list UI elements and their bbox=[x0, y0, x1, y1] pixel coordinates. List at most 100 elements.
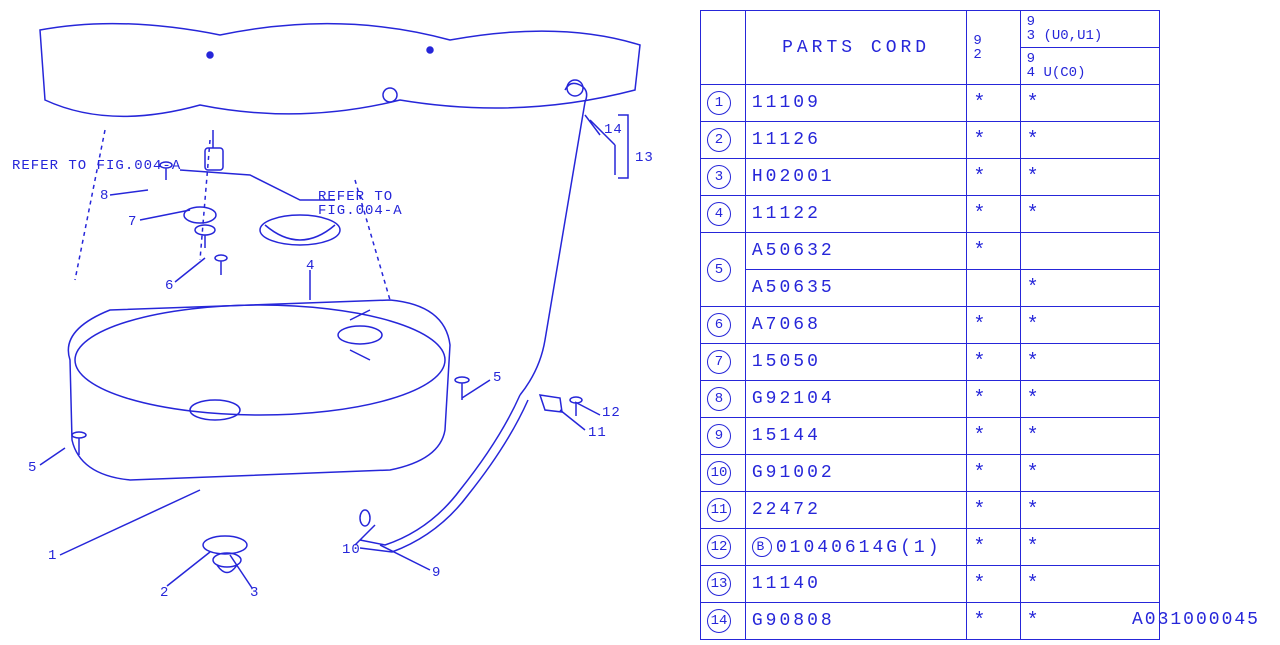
row-mark-2 bbox=[1020, 233, 1159, 270]
col-parts-header: PARTS CORD bbox=[745, 11, 966, 85]
row-index-cell: 1 bbox=[701, 85, 746, 122]
row-mark-1: * bbox=[967, 603, 1020, 640]
table-row: 10G91002** bbox=[701, 455, 1160, 492]
row-mark-1: * bbox=[967, 85, 1020, 122]
row-code-cell: G91002 bbox=[745, 455, 966, 492]
callout-5b: 5 bbox=[493, 370, 502, 386]
row-index-cell: 9 bbox=[701, 418, 746, 455]
table-row: 3H02001** bbox=[701, 159, 1160, 196]
table-row: 2 11126 ** bbox=[701, 122, 1160, 159]
row-code-cell: A50632 bbox=[745, 233, 966, 270]
row-mark-1: * bbox=[967, 529, 1020, 566]
callout-10: 10 bbox=[342, 542, 361, 558]
row-mark-1: * bbox=[967, 122, 1020, 159]
row-index-circle: 14 bbox=[707, 609, 731, 633]
parts-table-head: PARTS CORD 92 9 3 (U0,U1) 9 4 U(C0) bbox=[701, 11, 1160, 85]
row-index-cell: 10 bbox=[701, 455, 746, 492]
callout-8: 8 bbox=[100, 188, 109, 204]
parts-table-area: PARTS CORD 92 9 3 (U0,U1) 9 4 U(C0) 1111… bbox=[700, 10, 1160, 640]
row-code-text: G92104 bbox=[752, 389, 835, 409]
row-mark-1: * bbox=[967, 566, 1020, 603]
row-code-cell: 11122 bbox=[745, 196, 966, 233]
row-index-circle: 4 bbox=[707, 202, 731, 226]
row-mark-2: * bbox=[1020, 344, 1159, 381]
diagram-area: REFER TO FIG.004-A REFER TO FIG.004-A 1 … bbox=[0, 0, 680, 640]
row-index-cell: 2 bbox=[701, 122, 746, 159]
row-index-cell: 14 bbox=[701, 603, 746, 640]
row-code-cell: A50635 bbox=[745, 270, 966, 307]
row-code-cell: 15050 bbox=[745, 344, 966, 381]
callout-2: 2 bbox=[160, 585, 169, 601]
row-code-text: 11126 bbox=[752, 130, 821, 150]
col-idx-header bbox=[701, 11, 746, 85]
annot-refer-2: REFER TO FIG.004-A bbox=[318, 190, 403, 218]
row-index-circle: 10 bbox=[707, 461, 731, 485]
col-93-header: 9 3 (U0,U1) bbox=[1020, 11, 1159, 48]
row-code-text: G91002 bbox=[752, 463, 835, 483]
row-code-cell: B01040614G(1) bbox=[745, 529, 966, 566]
parts-table: PARTS CORD 92 9 3 (U0,U1) 9 4 U(C0) 1111… bbox=[700, 10, 1160, 640]
table-row: 13 11140 ** bbox=[701, 566, 1160, 603]
row-code-prefix: B bbox=[752, 537, 772, 557]
row-code-cell: A7068 bbox=[745, 307, 966, 344]
table-row: 12B01040614G(1)** bbox=[701, 529, 1160, 566]
row-index-cell: 6 bbox=[701, 307, 746, 344]
row-code-text: 11109 bbox=[752, 93, 821, 113]
row-code-text: A50632 bbox=[752, 241, 835, 261]
table-row: 1 11109 ** bbox=[701, 85, 1160, 122]
table-row: 715050** bbox=[701, 344, 1160, 381]
row-mark-2: * bbox=[1020, 492, 1159, 529]
row-index-circle: 1 bbox=[707, 91, 731, 115]
callout-13: 13 bbox=[635, 150, 654, 166]
row-code-text: 15144 bbox=[752, 426, 821, 446]
row-code-cell: 22472 bbox=[745, 492, 966, 529]
row-mark-2: * bbox=[1020, 122, 1159, 159]
row-index-circle: 12 bbox=[707, 535, 731, 559]
row-code-cell: 11140 bbox=[745, 566, 966, 603]
callout-5a: 5 bbox=[28, 460, 37, 476]
col-92-header: 92 bbox=[967, 11, 1020, 85]
row-mark-2: * bbox=[1020, 307, 1159, 344]
row-code-text: G90808 bbox=[752, 611, 835, 631]
row-index-cell: 3 bbox=[701, 159, 746, 196]
row-mark-2: * bbox=[1020, 418, 1159, 455]
row-index-circle: 5 bbox=[707, 258, 731, 282]
row-mark-2: * bbox=[1020, 566, 1159, 603]
row-code-text: A7068 bbox=[752, 315, 821, 335]
row-mark-2: * bbox=[1020, 196, 1159, 233]
row-mark-2: * bbox=[1020, 85, 1159, 122]
callout-11: 11 bbox=[588, 425, 607, 441]
row-mark-1 bbox=[967, 270, 1020, 307]
diagram-id: A031000045 bbox=[1132, 610, 1260, 630]
row-code-cell: H02001 bbox=[745, 159, 966, 196]
row-index-cell: 8 bbox=[701, 381, 746, 418]
row-index-circle: 9 bbox=[707, 424, 731, 448]
callout-9: 9 bbox=[432, 565, 441, 581]
row-index-circle: 8 bbox=[707, 387, 731, 411]
row-mark-1: * bbox=[967, 159, 1020, 196]
row-mark-1: * bbox=[967, 381, 1020, 418]
callout-7: 7 bbox=[128, 214, 137, 230]
diagram-svg bbox=[0, 0, 680, 640]
table-row: A50635 * bbox=[701, 270, 1160, 307]
row-code-cell: G92104 bbox=[745, 381, 966, 418]
row-code-text: A50635 bbox=[752, 278, 835, 298]
callout-14: 14 bbox=[604, 122, 623, 138]
row-code-text: H02001 bbox=[752, 167, 835, 187]
row-index-circle: 13 bbox=[707, 572, 731, 596]
table-row: 1122472** bbox=[701, 492, 1160, 529]
row-code-cell: 11109 bbox=[745, 85, 966, 122]
row-mark-2: * bbox=[1020, 529, 1159, 566]
row-code-cell: 11126 bbox=[745, 122, 966, 159]
annot-refer-2-l2: FIG.004-A bbox=[318, 203, 403, 219]
table-row: 8G92104** bbox=[701, 381, 1160, 418]
row-index-cell: 12 bbox=[701, 529, 746, 566]
row-code-cell: G90808 bbox=[745, 603, 966, 640]
row-code-text: 11140 bbox=[752, 574, 821, 594]
row-mark-1: * bbox=[967, 344, 1020, 381]
table-row: 5A50632* bbox=[701, 233, 1160, 270]
row-index-cell: 11 bbox=[701, 492, 746, 529]
row-index-cell: 4 bbox=[701, 196, 746, 233]
row-mark-2: * bbox=[1020, 270, 1159, 307]
row-index-cell: 5 bbox=[701, 233, 746, 307]
